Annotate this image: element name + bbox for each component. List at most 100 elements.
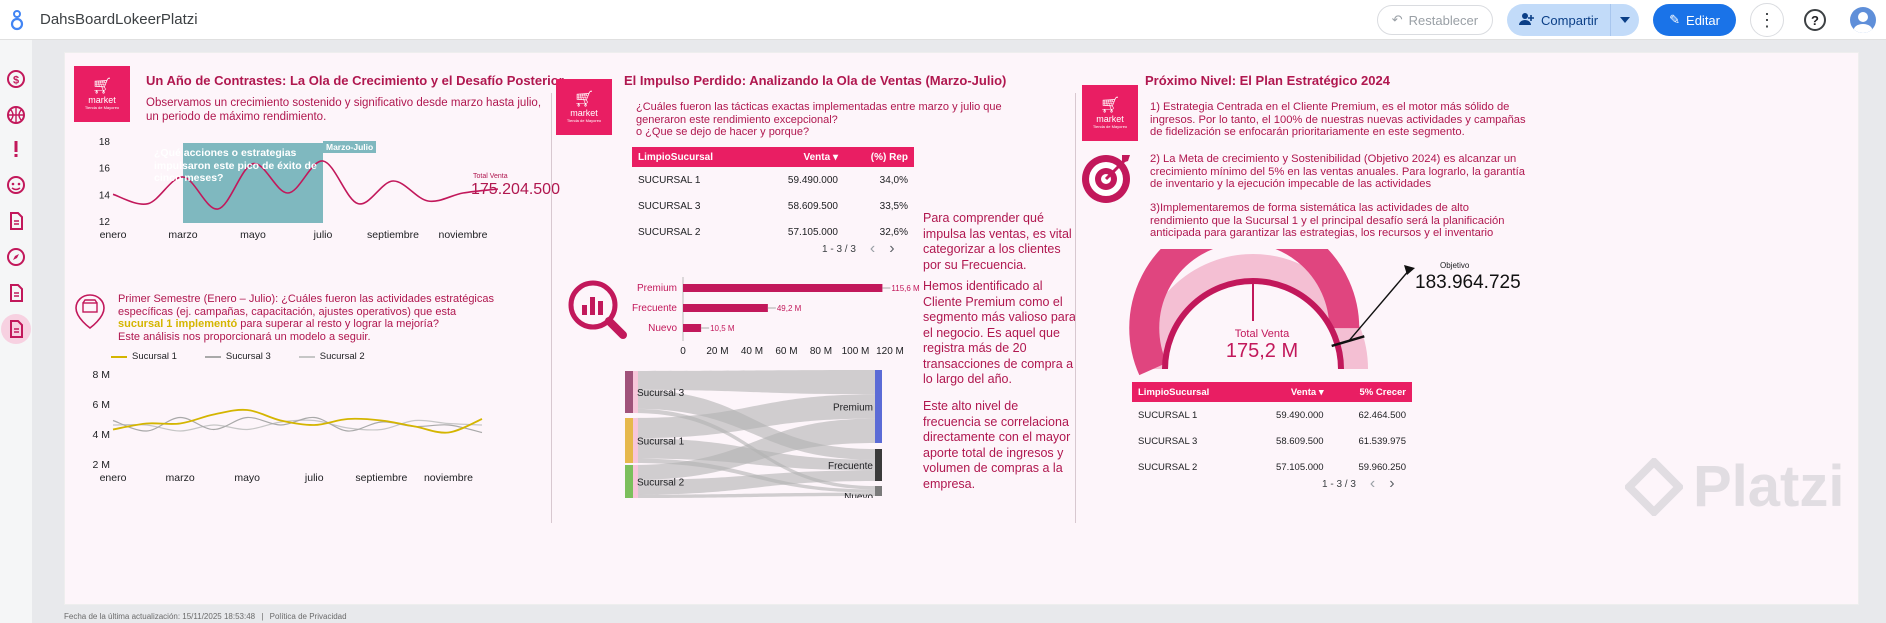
table-cell: 58.609.500 [787, 200, 838, 212]
dollar-icon[interactable]: $ [3, 66, 29, 92]
target-value: 183.964.725 [1415, 272, 1521, 293]
sankey-link[interactable] [633, 418, 875, 480]
document-icon[interactable] [3, 208, 29, 234]
table-header-sorted[interactable]: Venta ▾ [1247, 382, 1330, 402]
table-row[interactable]: SUCURSAL 3 58.609.500 33,5% [632, 193, 914, 219]
growth-target-table[interactable]: LimpioSucursal Venta ▾ 5% Crecer SUCURSA… [1132, 382, 1412, 480]
total-monthly-line-chart[interactable]: 18 16 14 12 enero marzo mayo julio septiembre no… [65, 133, 555, 283]
legend-item[interactable]: Sucursal 3 [204, 351, 271, 362]
sales-goal-gauge[interactable] [1125, 249, 1525, 379]
table-cell: 33,5% [879, 200, 908, 212]
account-avatar[interactable] [1850, 7, 1876, 33]
table-row[interactable]: SUCURSAL 2 57.105.000 32,6% [632, 219, 914, 245]
table-header[interactable]: 5% Crecer [1329, 382, 1412, 402]
table-header[interactable]: (%) Rep [843, 147, 914, 167]
compass-icon[interactable] [3, 244, 29, 270]
report-title[interactable]: DahsBoardLokeerPlatzi [40, 11, 198, 28]
sankey-link[interactable] [633, 394, 875, 439]
exclamation-icon[interactable] [3, 136, 29, 162]
table-cell: SUCURSAL 3 [638, 200, 701, 212]
shopping-cart-icon: 🛒︎ [91, 77, 113, 95]
y-tick-label: 18 [99, 137, 111, 148]
table-header-sorted[interactable]: Venta ▾ [755, 147, 844, 167]
logo-subtext: Tienda de Mayoreo [1092, 123, 1128, 129]
text-line: Cliente Premium como el [923, 294, 1063, 309]
table-row[interactable]: SUCURSAL 2 57.105.000 59.960.250 [1132, 454, 1412, 480]
panel1-question-line: Primer Semestre (Enero – Julio): ¿Cuáles… [118, 293, 494, 305]
logo-subtext: Tienda de Mayoreo [84, 104, 120, 110]
panel1-intro-line: Observamos un crecimiento sostenido y si… [146, 97, 542, 109]
platzi-watermark: Platzi [1625, 453, 1845, 520]
x-tick-label: marzo [165, 472, 194, 484]
privacy-link[interactable]: Política de Privacidad [269, 612, 347, 621]
sucursal-rep-table[interactable]: LimpioSucursal Venta ▾ (%) Rep SUCURSAL … [632, 147, 914, 245]
table-cell: 32,6% [879, 226, 908, 238]
segment-bar-chart[interactable]: Premium 115,6 M Frecuente 49,2 M Nuevo 10,5 M… [625, 275, 925, 355]
sankey-link[interactable] [633, 370, 875, 395]
panel3-title: Próximo Nivel: El Plan Estratégico 2024 [1145, 73, 1390, 88]
logo-text: market [88, 94, 116, 105]
x-tick-label: noviembre [424, 472, 473, 484]
chevron-left-icon[interactable]: ‹ [1369, 475, 1376, 492]
table-pager: 1 - 3 / 3 ‹ › [822, 240, 895, 258]
watermark-text: Platzi [1693, 454, 1845, 519]
target-arrow [1348, 268, 1411, 342]
sankey-target-node[interactable] [875, 486, 882, 496]
text-line: aporte total de ingresos y [923, 445, 1064, 460]
logo-text: market [570, 107, 598, 118]
x-tick-label: enero [100, 229, 127, 241]
bar[interactable] [683, 284, 883, 292]
branch-segment-sankey[interactable]: Sucursal 3 Sucursal 1 Sucursal 2 Premium Fre… [625, 368, 890, 498]
legend-item[interactable]: Sucursal 1 [111, 351, 177, 362]
x-tick-label: 60 M [775, 346, 797, 355]
text-line: crecimiento mínimo del 5% en las ventas … [1150, 165, 1525, 178]
data-label: 49,2 M [777, 304, 802, 313]
reset-button[interactable]: ↶ Restablecer [1376, 5, 1494, 35]
y-tick-label: 2 M [92, 459, 110, 471]
edit-label: Editar [1686, 12, 1720, 28]
sucursal-legend: Sucursal 1 Sucursal 3 Sucursal 2 [111, 351, 365, 362]
sucursal-monthly-line-chart[interactable]: 8 M 6 M 4 M 2 M enero marzo mayo julio septiemb… [65, 365, 505, 487]
last-updated-text: Fecha de la última actualización: 15/11/… [64, 612, 256, 621]
more-options-button[interactable]: ⋮ [1750, 3, 1784, 37]
legend-swatch [298, 355, 315, 358]
sankey-source-node[interactable] [625, 371, 633, 413]
table-row[interactable]: SUCURSAL 1 59.490.000 34,0% [632, 167, 914, 193]
legend-item[interactable]: Sucursal 2 [298, 351, 365, 362]
document-icon-2[interactable] [3, 280, 29, 306]
looker-studio-logo-icon[interactable] [6, 6, 28, 34]
undo-icon: ↶ [1391, 12, 1403, 27]
category-label: Frecuente [632, 303, 677, 314]
legend-label: Sucursal 1 [132, 351, 177, 362]
share-dropdown-button[interactable] [1611, 17, 1639, 23]
report-footer: Fecha de la última actualización: 15/11/… [64, 612, 347, 621]
text-line: ingresos. Por lo tanto, el 100% de nuest… [1150, 113, 1526, 126]
basketball-icon[interactable] [3, 102, 29, 128]
sankey-source-node[interactable] [625, 465, 633, 498]
face-icon[interactable] [3, 172, 29, 198]
total-venta-value: 175.204.500 [471, 181, 560, 198]
market-logo: 🛒︎ market Tienda de Mayoreo [74, 66, 130, 122]
help-icon[interactable]: ? [1804, 9, 1826, 31]
bar[interactable] [683, 304, 768, 312]
table-header[interactable]: LimpioSucursal [1132, 382, 1248, 402]
table-row[interactable]: SUCURSAL 3 58.609.500 61.539.975 [1132, 428, 1412, 454]
sankey-source-node[interactable] [625, 418, 633, 463]
table-header[interactable]: LimpioSucursal [632, 147, 756, 167]
document-icon-active[interactable] [1, 314, 31, 344]
sankey-link[interactable] [633, 470, 875, 495]
x-tick-label: mayo [234, 472, 260, 484]
x-tick-label: septiembre [367, 229, 419, 241]
category-label: Premium [637, 283, 677, 294]
share-button[interactable]: Compartir [1507, 4, 1612, 36]
sankey-target-node[interactable] [875, 370, 882, 443]
sankey-link[interactable] [633, 492, 875, 498]
bar[interactable] [683, 324, 702, 332]
edit-button[interactable]: ✎ Editar [1653, 4, 1736, 36]
total-venta-label: Total Venta [473, 173, 508, 180]
chevron-right-icon[interactable]: › [1389, 475, 1395, 492]
sankey-target-node[interactable] [875, 449, 882, 481]
chevron-right-icon[interactable]: › [889, 240, 895, 257]
table-row[interactable]: SUCURSAL 1 59.490.000 62.464.500 [1132, 402, 1412, 428]
chevron-left-icon[interactable]: ‹ [869, 240, 876, 257]
